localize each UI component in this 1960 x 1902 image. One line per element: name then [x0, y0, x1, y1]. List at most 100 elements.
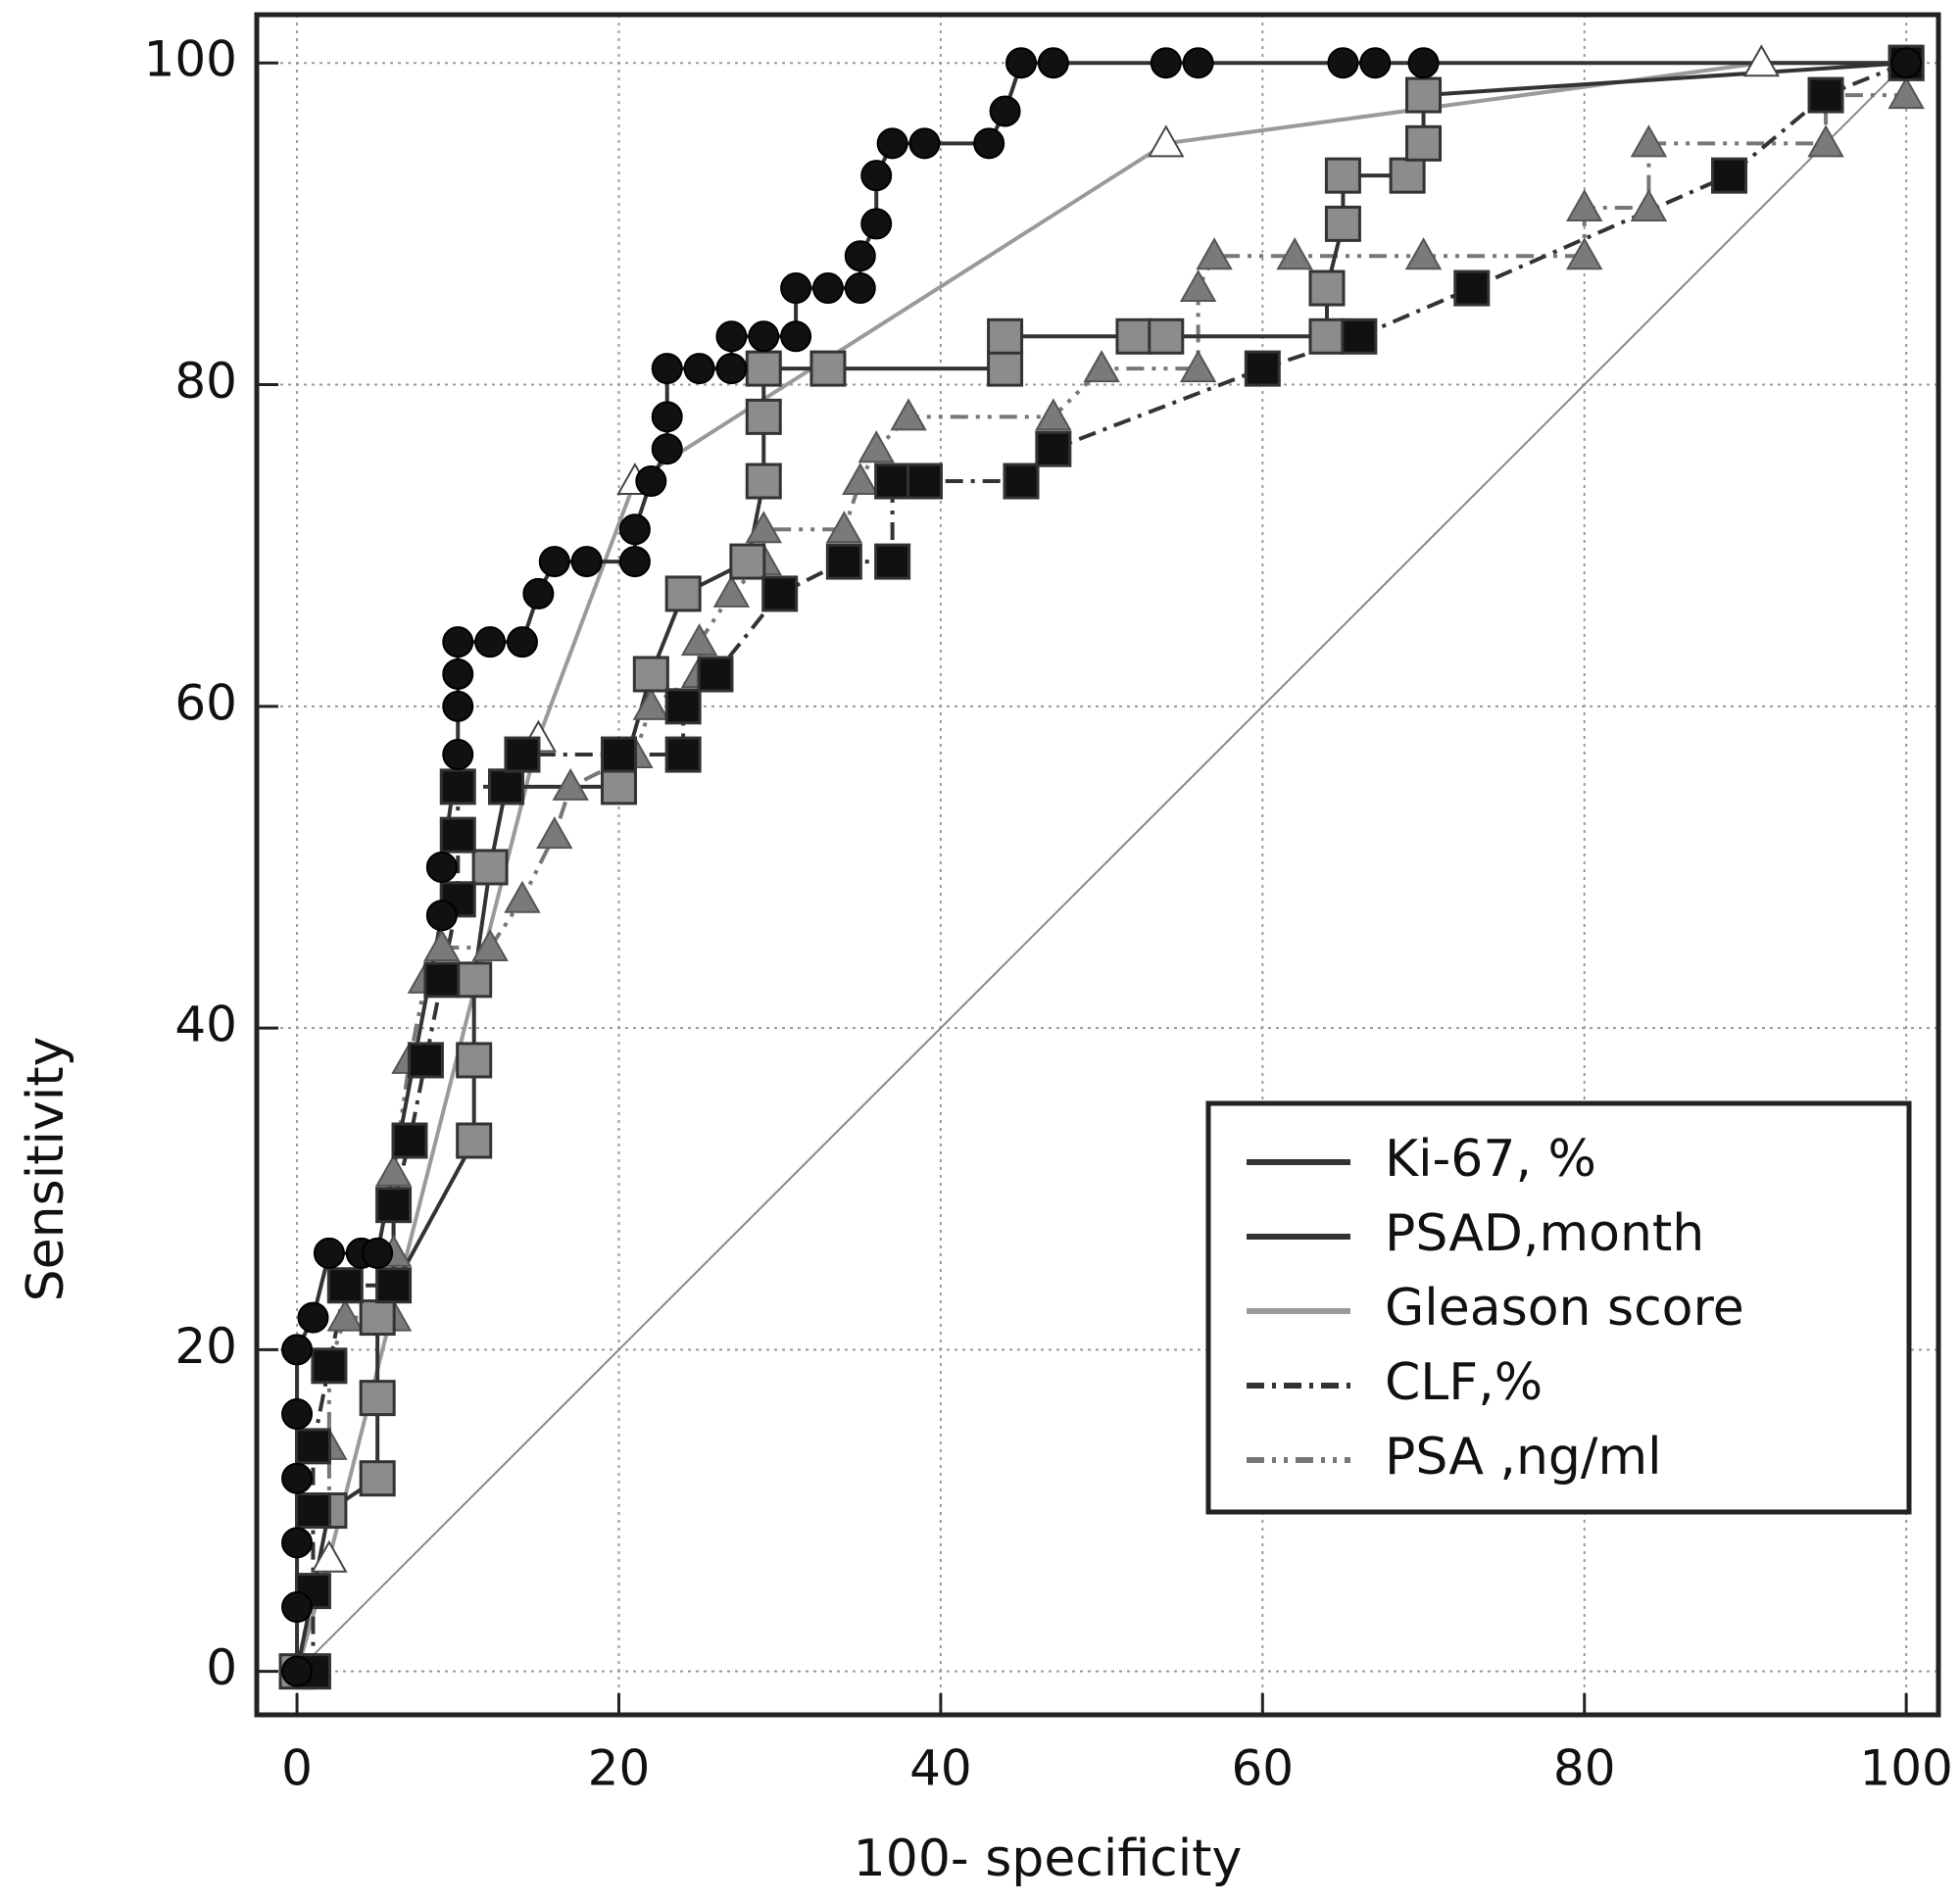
- point: [632, 687, 670, 720]
- point: [1407, 47, 1440, 79]
- point: [989, 95, 1021, 127]
- point: [362, 1237, 394, 1269]
- point: [1566, 188, 1603, 221]
- legend-label: PSAD,month: [1385, 1204, 1704, 1263]
- y-axis-label: Sensitivity: [17, 1037, 75, 1302]
- point: [651, 401, 683, 433]
- point: [1276, 237, 1313, 270]
- point: [504, 736, 541, 773]
- point: [423, 929, 461, 962]
- point: [297, 1301, 329, 1334]
- point: [811, 272, 844, 305]
- point: [844, 272, 876, 305]
- point: [600, 768, 637, 805]
- point: [504, 880, 541, 913]
- point: [1389, 157, 1426, 194]
- point: [311, 1347, 348, 1385]
- point: [858, 430, 895, 463]
- point: [506, 626, 538, 658]
- point: [359, 1299, 396, 1337]
- point: [632, 656, 669, 693]
- point: [474, 626, 507, 658]
- point: [281, 1462, 314, 1494]
- point: [860, 160, 893, 192]
- point: [359, 1460, 396, 1497]
- point: [745, 398, 782, 435]
- point: [1244, 350, 1281, 387]
- point: [375, 1187, 413, 1224]
- point: [456, 1042, 493, 1079]
- point: [294, 1492, 331, 1530]
- point: [1359, 47, 1392, 79]
- point: [1148, 124, 1185, 158]
- point: [651, 353, 683, 385]
- point: [1035, 398, 1072, 431]
- y-tick-label: 60: [174, 674, 237, 731]
- point: [874, 543, 911, 580]
- point: [488, 768, 525, 805]
- point: [1566, 237, 1603, 270]
- point: [745, 463, 782, 500]
- point: [618, 546, 651, 578]
- point: [906, 463, 943, 500]
- point: [522, 577, 555, 610]
- legend-label: CLF,%: [1385, 1353, 1543, 1412]
- point: [1327, 47, 1359, 79]
- point: [552, 767, 589, 801]
- y-tick-label: 40: [174, 997, 237, 1053]
- point: [442, 658, 474, 690]
- point: [423, 961, 461, 999]
- point: [375, 1267, 413, 1304]
- y-tick-label: 20: [174, 1318, 237, 1375]
- point: [600, 736, 637, 773]
- point: [1742, 44, 1781, 77]
- point: [780, 272, 812, 305]
- point: [1035, 430, 1072, 467]
- point: [456, 1122, 493, 1159]
- point: [1630, 124, 1668, 158]
- point: [842, 462, 879, 496]
- point: [1324, 205, 1361, 242]
- point: [442, 626, 474, 658]
- point: [715, 320, 748, 353]
- point: [908, 127, 941, 160]
- x-tick-label: 100: [1859, 1740, 1952, 1797]
- point: [1711, 157, 1748, 194]
- point: [1308, 269, 1346, 307]
- point: [359, 1380, 396, 1417]
- point: [1005, 47, 1037, 79]
- point: [1807, 124, 1844, 158]
- point: [536, 816, 573, 850]
- point: [1453, 269, 1491, 307]
- point: [890, 398, 927, 431]
- point: [374, 1153, 413, 1187]
- point: [439, 768, 476, 805]
- point: [281, 1591, 314, 1624]
- x-tick-label: 80: [1553, 1740, 1616, 1797]
- point: [471, 929, 509, 962]
- x-tick-label: 40: [909, 1740, 972, 1797]
- plot-frame: [254, 12, 1941, 1718]
- point: [745, 350, 782, 387]
- point: [1115, 317, 1152, 355]
- legend-label: PSA ,ng/ml: [1385, 1428, 1662, 1487]
- point: [651, 433, 683, 465]
- point: [1890, 47, 1923, 79]
- point: [844, 240, 876, 272]
- point: [664, 575, 702, 612]
- point: [761, 575, 799, 612]
- point: [1179, 350, 1217, 383]
- point: [1308, 317, 1346, 355]
- point: [1324, 157, 1361, 194]
- point: [664, 736, 702, 773]
- point: [809, 350, 847, 387]
- point: [391, 1122, 428, 1159]
- point: [281, 1527, 314, 1559]
- point: [1405, 76, 1443, 114]
- x-tick-label: 60: [1232, 1740, 1295, 1797]
- point: [987, 350, 1024, 387]
- point: [313, 1237, 345, 1269]
- point: [860, 208, 893, 240]
- point: [825, 511, 863, 544]
